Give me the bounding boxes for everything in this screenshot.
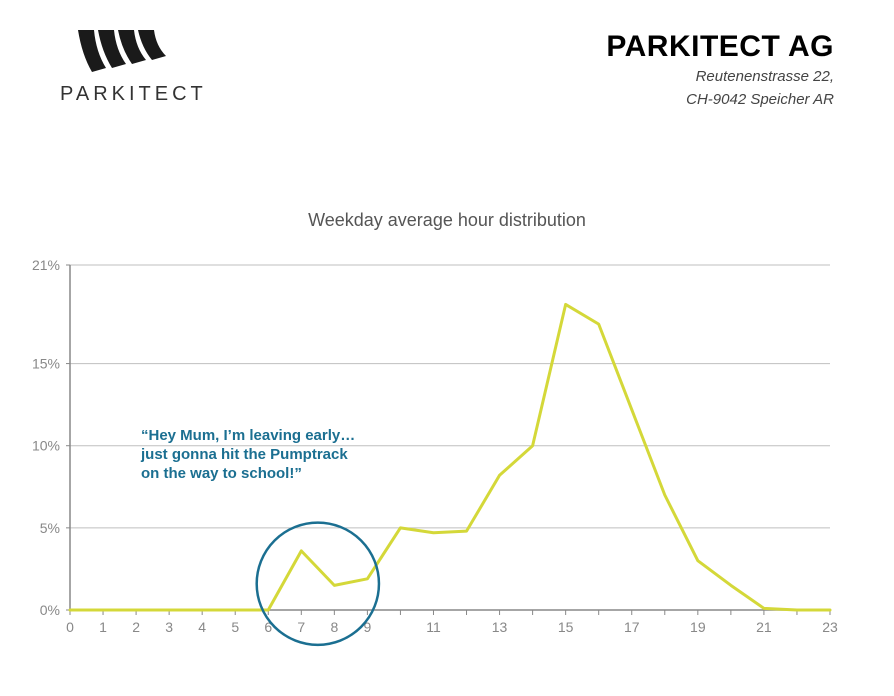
- chart: 0%5%10%15%21%012345678911131517192123: [0, 0, 894, 696]
- svg-text:17: 17: [624, 619, 640, 635]
- svg-text:3: 3: [165, 619, 173, 635]
- svg-text:7: 7: [297, 619, 305, 635]
- svg-text:8: 8: [330, 619, 338, 635]
- svg-text:21%: 21%: [32, 257, 60, 273]
- svg-text:0: 0: [66, 619, 74, 635]
- svg-text:0%: 0%: [40, 602, 60, 618]
- svg-text:19: 19: [690, 619, 706, 635]
- svg-text:13: 13: [492, 619, 508, 635]
- svg-text:1: 1: [99, 619, 107, 635]
- svg-text:5%: 5%: [40, 520, 60, 536]
- page: PARKITECT PARKITECT AG Reutenenstrasse 2…: [0, 0, 894, 696]
- svg-text:2: 2: [132, 619, 140, 635]
- svg-text:23: 23: [822, 619, 838, 635]
- svg-text:10%: 10%: [32, 438, 60, 454]
- svg-text:4: 4: [198, 619, 206, 635]
- svg-text:15%: 15%: [32, 356, 60, 372]
- svg-text:11: 11: [426, 619, 441, 635]
- callout-text: “Hey Mum, I’m leaving early… just gonna …: [141, 427, 355, 483]
- svg-text:21: 21: [756, 619, 772, 635]
- svg-text:5: 5: [231, 619, 239, 635]
- svg-text:15: 15: [558, 619, 574, 635]
